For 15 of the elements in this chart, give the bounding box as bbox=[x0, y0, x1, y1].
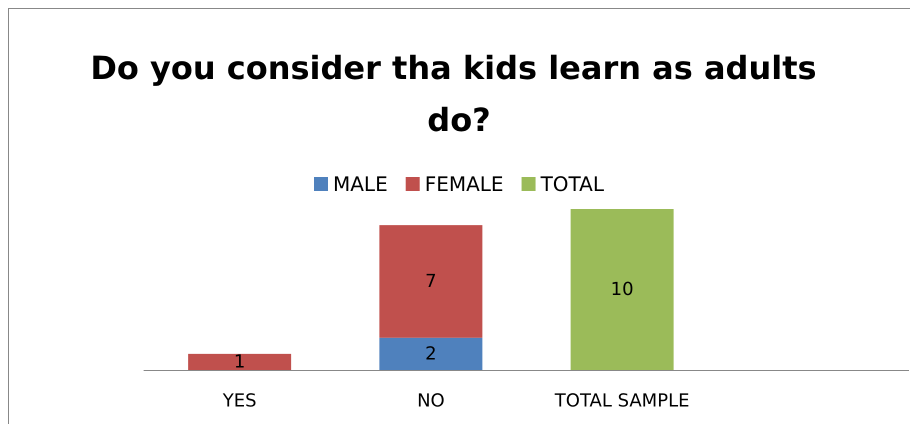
bar bbox=[570, 209, 674, 370]
x-tick-label: YES bbox=[222, 390, 257, 412]
chart-title: Do you consider tha kids learn as adults do? bbox=[90, 49, 828, 139]
bar bbox=[379, 338, 482, 370]
data-label: 10 bbox=[610, 279, 634, 300]
legend-label: MALE bbox=[332, 172, 388, 196]
x-tick-label: TOTAL SAMPLE bbox=[554, 390, 690, 412]
bar bbox=[379, 225, 482, 338]
legend-label: FEMALE bbox=[424, 172, 504, 196]
legend-label: TOTAL bbox=[540, 172, 605, 196]
data-label: 1 bbox=[234, 351, 246, 372]
data-label: 2 bbox=[425, 343, 437, 364]
bar bbox=[188, 354, 292, 370]
x-tick-label: NO bbox=[417, 390, 445, 412]
data-label: 7 bbox=[425, 270, 437, 292]
